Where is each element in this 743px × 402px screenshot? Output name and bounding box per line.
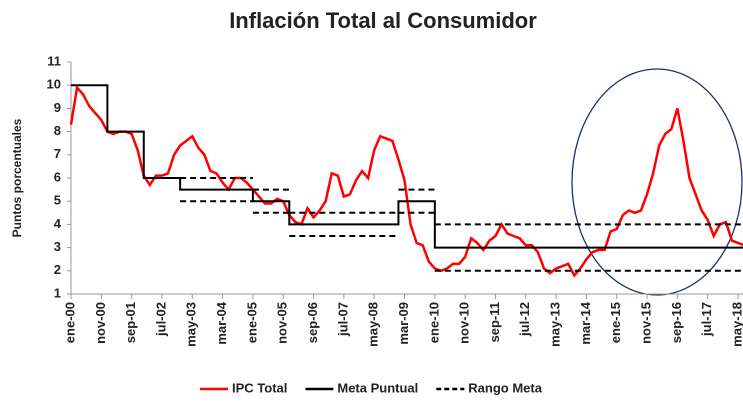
y-tick-label: 7 <box>54 146 61 161</box>
legend-label: Meta Puntual <box>337 380 418 395</box>
legend-label: Rango Meta <box>468 380 542 395</box>
x-tick-label: jul-17 <box>699 302 714 337</box>
x-tick-label: nov-10 <box>457 302 472 344</box>
x-tick-label: mar-04 <box>214 301 229 344</box>
chart-title: Inflación Total al Consumidor <box>229 8 537 33</box>
y-tick-label: 8 <box>54 123 61 138</box>
x-tick-label: sep-01 <box>123 302 138 343</box>
x-tick-label: ene-05 <box>244 302 259 343</box>
x-tick-label: sep-06 <box>305 302 320 343</box>
x-tick-label: nov-00 <box>93 302 108 344</box>
y-axis-label: Puntos porcentuales <box>10 118 24 237</box>
y-tick-label: 3 <box>54 239 61 254</box>
y-tick-label: 1 <box>54 285 61 300</box>
y-tick-label: 6 <box>54 169 61 184</box>
series-line <box>71 84 743 249</box>
y-tick-label: 4 <box>54 216 62 231</box>
x-tick-label: may-03 <box>184 302 199 347</box>
y-tick-label: 10 <box>47 77 61 92</box>
highlight-ellipse <box>571 68 743 296</box>
x-tick-label: sep-16 <box>669 302 684 343</box>
x-tick-label: may-13 <box>548 302 563 347</box>
x-tick-label: mar-14 <box>578 301 593 344</box>
x-tick-label: ene-15 <box>608 302 623 343</box>
x-tick-label: jul-12 <box>517 302 532 337</box>
legend-label: IPC Total <box>232 380 287 395</box>
y-tick-label: 11 <box>47 53 61 68</box>
y-tick-label: 9 <box>54 100 61 115</box>
x-tick-label: ene-00 <box>62 302 77 343</box>
x-tick-label: may-18 <box>729 302 743 347</box>
series-line <box>180 200 743 272</box>
x-tick-label: jul-07 <box>335 302 350 337</box>
x-tick-label: jul-02 <box>153 302 168 337</box>
series-line <box>69 84 743 278</box>
x-tick-label: nov-15 <box>638 302 653 344</box>
y-tick-label: 5 <box>54 193 61 208</box>
x-tick-label: may-08 <box>366 302 381 347</box>
x-tick-label: mar-09 <box>396 302 411 345</box>
x-tick-label: nov-05 <box>275 302 290 344</box>
y-tick-label: 2 <box>54 262 61 277</box>
series-line <box>180 177 743 226</box>
x-tick-label: sep-11 <box>487 302 502 342</box>
x-tick-label: ene-10 <box>426 302 441 343</box>
